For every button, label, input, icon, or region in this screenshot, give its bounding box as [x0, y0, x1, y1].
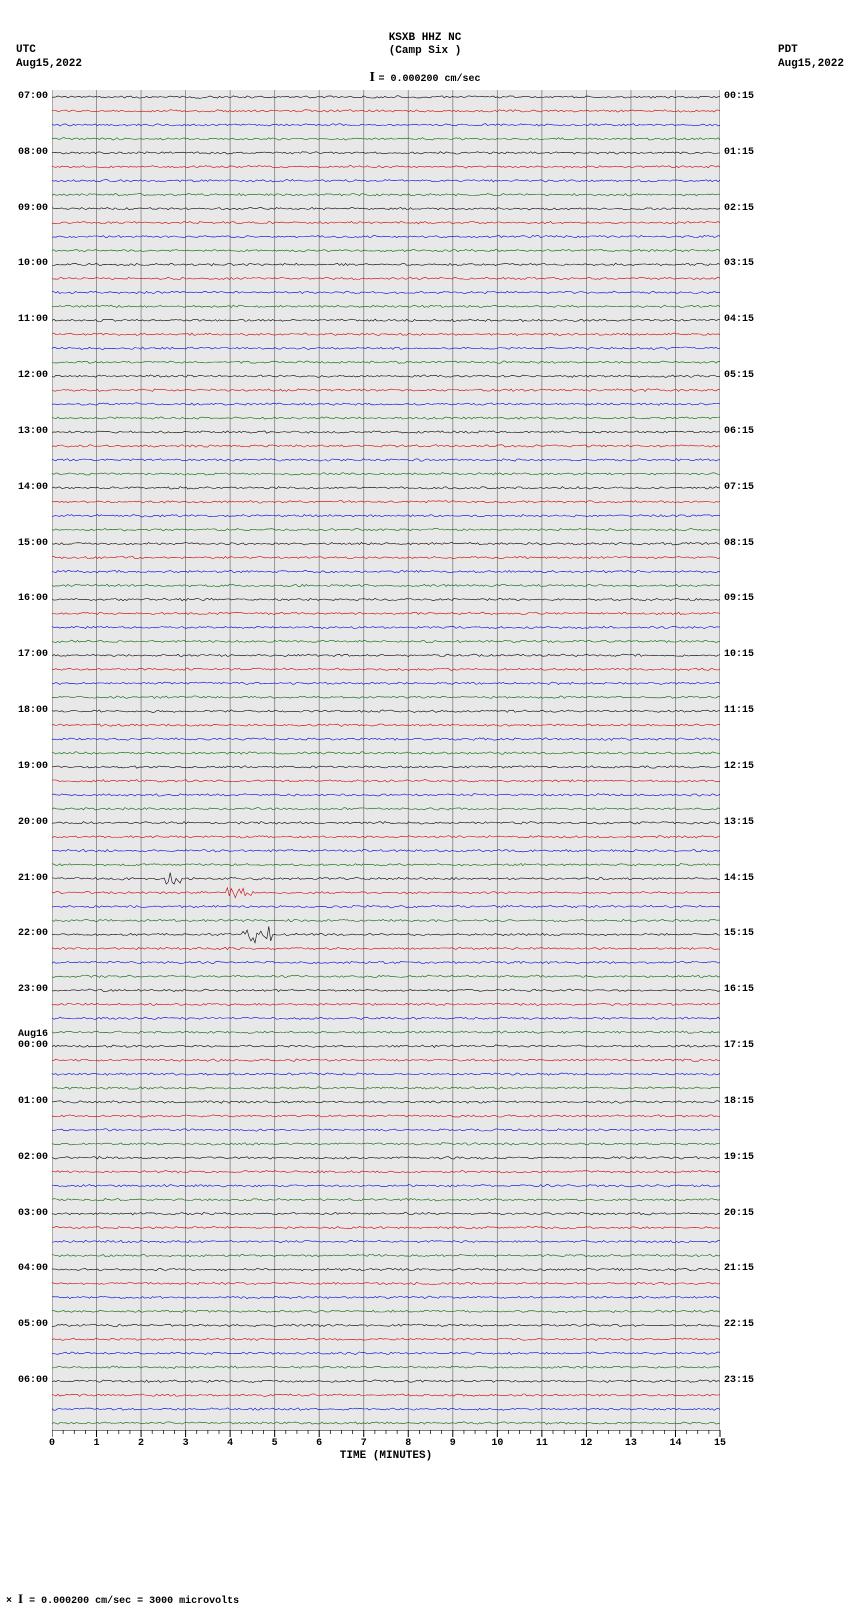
right-hour-label: 04:15	[724, 315, 768, 325]
left-hour-label: 14:00	[4, 483, 48, 493]
left-hour-label: 09:00	[4, 204, 48, 214]
left-hour-label: 18:00	[4, 706, 48, 716]
x-tick-label: 5	[267, 1438, 283, 1449]
x-tick-label: 9	[445, 1438, 461, 1449]
station-id: KSXB HHZ NC	[0, 32, 850, 45]
x-tick-label: 0	[44, 1438, 60, 1449]
left-hour-label: 06:00	[4, 1376, 48, 1386]
x-axis-title: TIME (MINUTES)	[52, 1450, 720, 1462]
right-hour-label: 05:15	[724, 371, 768, 381]
scale-value: = 0.000200 cm/sec	[378, 74, 480, 85]
right-hour-label: 09:15	[724, 594, 768, 604]
left-hour-label: 01:00	[4, 1097, 48, 1107]
left-hour-label: 03:00	[4, 1209, 48, 1219]
left-hour-label: 21:00	[4, 874, 48, 884]
right-hour-label: 17:15	[724, 1041, 768, 1051]
left-date: Aug15,2022	[16, 58, 82, 72]
right-hour-label: 03:15	[724, 259, 768, 269]
scale-caption: I = 0.000200 cm/sec	[0, 70, 850, 86]
footer-text: = 0.000200 cm/sec = 3000 microvolts	[29, 1596, 239, 1607]
right-hour-label: 06:15	[724, 427, 768, 437]
right-hour-label: 07:15	[724, 483, 768, 493]
x-tick-label: 4	[222, 1438, 238, 1449]
right-hour-label: 23:15	[724, 1376, 768, 1386]
left-hour-label: 02:00	[4, 1153, 48, 1163]
left-hour-label: 15:00	[4, 539, 48, 549]
left-hour-label: 17:00	[4, 650, 48, 660]
header-right: PDT Aug15,2022	[778, 44, 844, 72]
right-hour-label: 10:15	[724, 650, 768, 660]
x-tick-label: 1	[89, 1438, 105, 1449]
left-hour-label: 22:00	[4, 929, 48, 939]
right-hour-label: 21:15	[724, 1264, 768, 1274]
right-hour-label: 22:15	[724, 1320, 768, 1330]
left-day2-label: Aug16	[4, 1030, 48, 1040]
left-hour-label: 10:00	[4, 259, 48, 269]
x-tick-label: 8	[400, 1438, 416, 1449]
x-tick-label: 7	[356, 1438, 372, 1449]
left-hour-label: 19:00	[4, 762, 48, 772]
right-hour-label: 01:15	[724, 148, 768, 158]
left-hour-label: 04:00	[4, 1264, 48, 1274]
left-hour-label: 05:00	[4, 1320, 48, 1330]
left-hour-label: 13:00	[4, 427, 48, 437]
x-axis-ticks	[52, 1430, 722, 1450]
left-hour-label: 20:00	[4, 818, 48, 828]
header-left: UTC Aug15,2022	[16, 44, 82, 72]
right-hour-label: 15:15	[724, 929, 768, 939]
footer-scale: × I = 0.000200 cm/sec = 3000 microvolts	[6, 1591, 239, 1607]
station-location: (Camp Six )	[0, 45, 850, 58]
right-hour-label: 13:15	[724, 818, 768, 828]
x-tick-label: 14	[667, 1438, 683, 1449]
left-hour-label: 08:00	[4, 148, 48, 158]
left-tz: UTC	[16, 44, 82, 58]
x-tick-label: 3	[178, 1438, 194, 1449]
x-tick-label: 13	[623, 1438, 639, 1449]
x-tick-label: 10	[489, 1438, 505, 1449]
x-tick-label: 2	[133, 1438, 149, 1449]
right-hour-label: 18:15	[724, 1097, 768, 1107]
header-center: KSXB HHZ NC (Camp Six )	[0, 32, 850, 58]
left-hour-label: 23:00	[4, 985, 48, 995]
right-hour-label: 20:15	[724, 1209, 768, 1219]
right-hour-label: 16:15	[724, 985, 768, 995]
right-hour-label: 12:15	[724, 762, 768, 772]
right-hour-label: 19:15	[724, 1153, 768, 1163]
right-tz: PDT	[778, 44, 844, 58]
left-hour-label: 12:00	[4, 371, 48, 381]
x-tick-label: 15	[712, 1438, 728, 1449]
right-date: Aug15,2022	[778, 58, 844, 72]
x-tick-label: 12	[578, 1438, 594, 1449]
seismogram-container: KSXB HHZ NC (Camp Six ) I = 0.000200 cm/…	[0, 0, 850, 1613]
left-hour-label: 07:00	[4, 92, 48, 102]
right-hour-label: 11:15	[724, 706, 768, 716]
right-hour-label: 14:15	[724, 874, 768, 884]
right-hour-label: 00:15	[724, 92, 768, 102]
left-hour-label: 16:00	[4, 594, 48, 604]
right-hour-label: 02:15	[724, 204, 768, 214]
left-hour-label: 00:00	[4, 1041, 48, 1051]
seismogram-plot	[52, 90, 720, 1430]
left-hour-label: 11:00	[4, 315, 48, 325]
x-tick-label: 6	[311, 1438, 327, 1449]
right-hour-label: 08:15	[724, 539, 768, 549]
x-tick-label: 11	[534, 1438, 550, 1449]
